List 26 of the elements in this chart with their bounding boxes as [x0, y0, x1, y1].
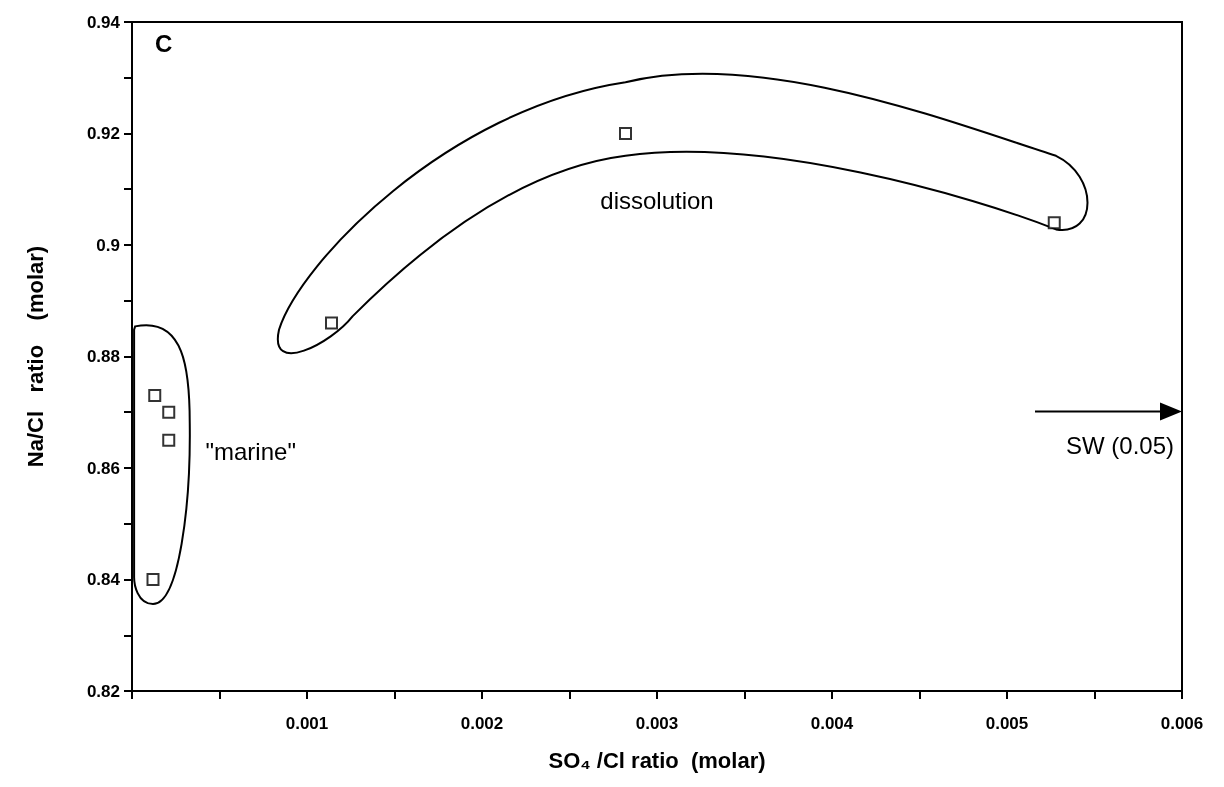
x-tick-label: 0.001: [285, 714, 329, 733]
y-tick-label: 0.84: [86, 570, 121, 589]
point: [162, 433, 176, 447]
point: [162, 405, 176, 419]
y-tick-label: 0.82: [86, 681, 120, 701]
point: [146, 573, 160, 586]
annotation: "marine": [205, 437, 296, 465]
x-axis-title: SO₄ /Cl ratio (molar): [548, 747, 766, 773]
point: [619, 127, 632, 140]
y-tick-label: 0.88: [86, 347, 120, 366]
point: [148, 389, 162, 403]
x-tick-label: 0.005: [985, 714, 1029, 733]
annotation: dissolution: [600, 186, 714, 214]
y-tick-label: 0.94: [86, 12, 121, 32]
y-tick-label: 0.86: [86, 458, 120, 478]
x-tick-label: 0.006: [1160, 714, 1204, 733]
annotation: SW (0.05): [1065, 431, 1174, 459]
chart-title: C: [155, 29, 173, 57]
x-tick-label: 0.004: [810, 714, 854, 733]
point: [325, 316, 338, 330]
y-tick-label: 0.9: [96, 235, 120, 255]
y-axis-title: Na/Cl ratio (molar): [22, 245, 48, 468]
y-tick-label: 0.92: [86, 124, 120, 143]
point: [1047, 216, 1061, 230]
x-tick-label: 0.002: [460, 714, 504, 733]
x-tick-label: 0.003: [635, 714, 679, 733]
